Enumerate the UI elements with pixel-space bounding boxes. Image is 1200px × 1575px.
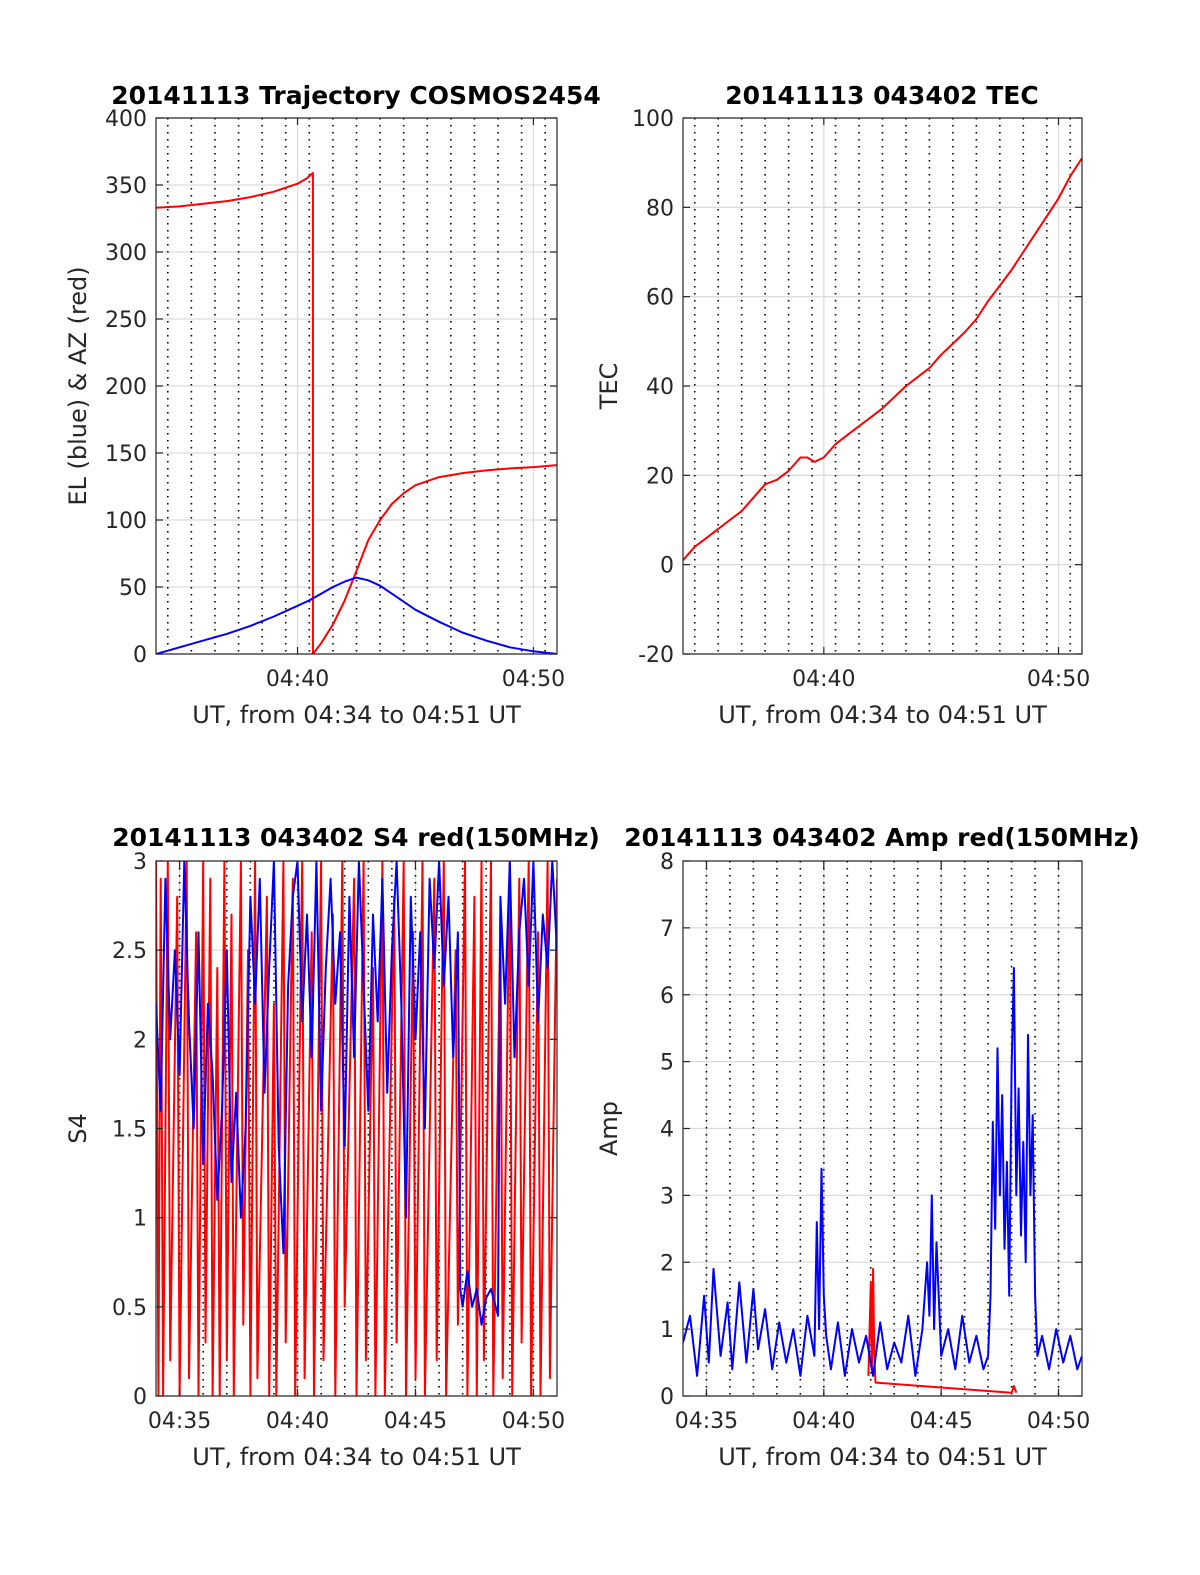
x-tick-label: 04:40 [266, 1409, 329, 1434]
y-tick-label: 100 [105, 509, 147, 534]
x-tick-label: 04:50 [502, 1409, 565, 1434]
chart-amp: 0 1 2 3 4 5 6 7 8 04:35 04:40 04:45 04:50 20141113 04… [595, 823, 1140, 1471]
chart-title: 20141113 Trajectory COSMOS2454 [111, 81, 601, 110]
chart-title: 20141113 043402 S4 red(150MHz) [112, 823, 600, 852]
y-tick-label: 3 [660, 1184, 674, 1209]
y-tick-label: 40 [646, 375, 674, 400]
y-tick-label: 20 [646, 464, 674, 489]
y-tick-label: 400 [105, 107, 147, 132]
y-tick-label: 100 [632, 107, 674, 132]
y-tick-label: 7 [660, 917, 674, 942]
x-tick-label: 04:50 [502, 667, 565, 692]
series-line-red [156, 171, 557, 654]
y-tick-label: 1 [660, 1318, 674, 1343]
series-line-blue [156, 576, 557, 654]
y-tick-label: 0 [660, 554, 674, 579]
series-group [683, 157, 1082, 561]
series-line-red [156, 861, 557, 1396]
y-tick-label: 350 [105, 174, 147, 199]
y-tick-label: 0.5 [112, 1296, 147, 1321]
y-axis-label: Amp [595, 1101, 623, 1156]
y-tick-label: 8 [660, 850, 674, 875]
y-tick-label: 150 [105, 442, 147, 467]
y-tick-label: 1 [133, 1207, 147, 1232]
y-tick-label: 250 [105, 308, 147, 333]
x-tick-label: 04:45 [384, 1409, 447, 1434]
y-axis-label: EL (blue) & AZ (red) [64, 266, 92, 505]
y-tick-label: 0 [133, 1385, 147, 1410]
y-tick-label: -20 [638, 643, 674, 668]
series-group [156, 171, 557, 654]
x-axis-label: UT, from 04:34 to 04:51 UT [718, 1443, 1047, 1471]
series-line-red [683, 157, 1082, 561]
y-tick-label: 60 [646, 286, 674, 311]
y-axis-label: TEC [595, 363, 623, 411]
x-tick-label: 04:40 [266, 667, 329, 692]
y-tick-label: 4 [660, 1118, 674, 1143]
series-group [156, 861, 557, 1396]
y-tick-label: 2 [133, 1028, 147, 1053]
x-tick-label: 04:35 [148, 1409, 211, 1434]
chart-s4: 0 0.5 1 1.5 2 2.5 3 04:35 04:40 04:45 04:50 2014111… [64, 823, 600, 1471]
x-axis-label: UT, from 04:34 to 04:51 UT [192, 1443, 521, 1471]
chart-trajectory: 0 50 100 150 200 250 300 350 400 04:40 04:50 201411… [64, 81, 601, 729]
x-tick-label: 04:50 [1027, 1409, 1090, 1434]
chart-title: 20141113 043402 Amp red(150MHz) [624, 823, 1140, 852]
x-axis-label: UT, from 04:34 to 04:51 UT [192, 701, 521, 729]
y-axis-label: S4 [64, 1113, 92, 1144]
x-tick-label: 04:35 [675, 1409, 738, 1434]
x-tick-label: 04:45 [909, 1409, 972, 1434]
series-group [683, 967, 1082, 1394]
y-tick-label: 2 [660, 1251, 674, 1276]
x-axis-label: UT, from 04:34 to 04:51 UT [718, 701, 1047, 729]
x-tick-label: 04:40 [792, 1409, 855, 1434]
y-tick-label: 5 [660, 1051, 674, 1076]
y-tick-label: 1.5 [112, 1118, 147, 1143]
chart-title: 20141113 043402 TEC [725, 81, 1038, 110]
series-line-blue [156, 861, 557, 1326]
x-tick-label: 04:50 [1027, 667, 1090, 692]
y-tick-label: 80 [646, 196, 674, 221]
y-tick-label: 300 [105, 241, 147, 266]
y-tick-label: 0 [133, 643, 147, 668]
y-tick-label: 50 [119, 576, 147, 601]
series-line-red [867, 1267, 1018, 1394]
series-line-blue [683, 967, 1082, 1377]
y-tick-label: 2.5 [112, 939, 147, 964]
y-tick-label: 0 [660, 1385, 674, 1410]
y-tick-label: 3 [133, 850, 147, 875]
x-tick-label: 04:40 [792, 667, 855, 692]
y-tick-label: 200 [105, 375, 147, 400]
y-tick-label: 6 [660, 984, 674, 1009]
chart-tec: -20 0 20 40 60 80 100 04:40 04:50 20141113 043402… [595, 81, 1090, 729]
